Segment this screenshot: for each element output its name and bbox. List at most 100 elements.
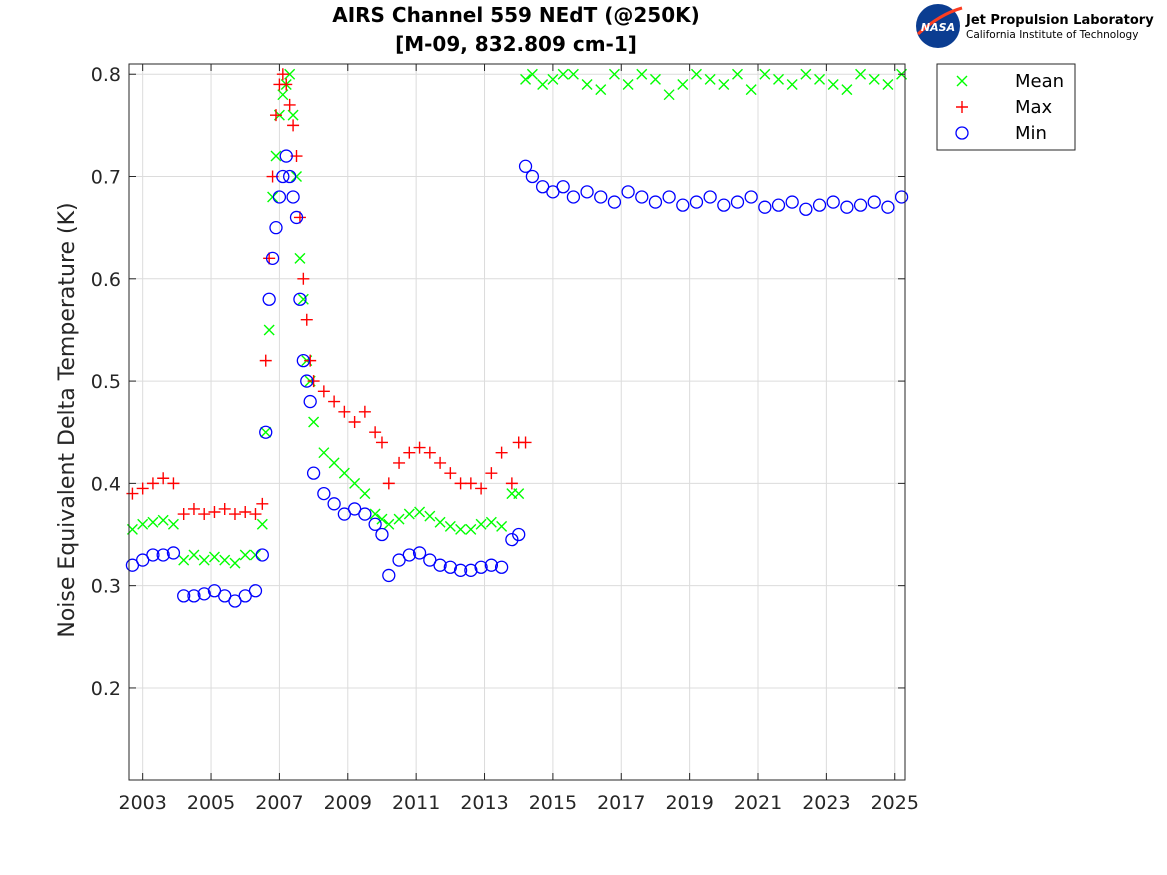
data-point-mean [786,78,798,90]
y-tick-label: 0.2 [91,678,121,700]
data-point-min [607,195,622,209]
data-point-min [744,190,758,204]
data-point-min [259,425,273,439]
data-point-mean [773,73,785,85]
data-point-mean [485,516,497,528]
data-point-min [484,558,499,572]
data-point-mean [277,89,289,101]
data-point-min [286,190,300,204]
data-point-min [136,553,150,567]
data-point-mean [239,549,251,561]
data-point-mean [622,78,634,90]
data-point-mean [383,518,395,530]
data-point-mean [256,518,268,530]
data-point-max [218,502,231,515]
data-point-mean [444,520,456,532]
data-point-min [300,374,314,388]
jpl-name: Jet Propulsion Laboratory [965,13,1154,28]
data-point-min [826,195,840,209]
data-point-min [518,159,533,173]
data-point-max [187,502,200,515]
data-point-min [594,190,608,204]
x-tick-label: 2003 [118,792,166,814]
data-point-max [249,508,262,521]
legend-item-min: Min [955,123,1047,144]
data-point-max [167,477,180,490]
data-point-min [512,527,526,542]
series-max [126,68,532,521]
data-point-min [238,589,252,603]
data-point-min [535,180,550,194]
data-point-min [556,180,570,194]
data-point-max [423,446,436,459]
data-point-min [207,584,222,598]
legend-label: Min [1015,123,1047,144]
data-point-max [519,436,532,449]
data-point-mean [294,252,306,264]
data-point-mean [338,467,350,479]
data-point-min [375,527,389,542]
data-point-max [280,78,293,91]
legend-label: Max [1015,97,1053,118]
data-point-mean [284,68,296,80]
data-point-mean [287,109,299,121]
data-point-min [125,558,140,572]
nasa-meatball-icon [916,4,960,48]
data-point-max [413,441,426,454]
data-point-min [566,190,581,204]
x-tick-label: 2023 [802,792,850,814]
data-point-mean [424,510,436,522]
legend-item-mean: Mean [956,71,1064,92]
data-point-mean [270,150,282,162]
data-point-min [156,548,170,562]
data-point-max [475,482,488,495]
data-point-min [166,546,181,560]
data-point-max [348,416,361,428]
y-tick-label: 0.6 [91,269,121,291]
data-point-mean [219,554,231,566]
data-point-min [785,195,799,209]
data-point-mean [649,73,661,85]
y-tick-label: 0.8 [91,64,121,86]
data-point-max [505,477,518,490]
data-point-min [402,548,416,562]
data-point-min [197,587,211,601]
data-point-min [730,195,745,209]
data-point-min [146,548,160,562]
data-point-max [304,354,317,367]
axes-background [129,64,905,780]
data-point-mean [369,508,381,520]
data-point-min [621,185,635,199]
data-point-min [840,200,854,214]
data-point-max [228,508,241,521]
data-point-mean [414,506,426,518]
data-point-min [272,190,287,204]
data-point-mean [260,426,272,438]
x-tick-label: 2013 [460,792,508,814]
data-point-max [136,482,149,495]
x-tick-label: 2011 [392,792,440,814]
jpl-logo: NASA Jet Propulsion Laboratory Californi… [916,4,1154,48]
data-point-min [853,198,868,212]
data-point-mean [814,73,826,85]
data-point-min [262,292,276,306]
legend-marker [955,126,969,140]
data-point-max [177,508,190,521]
data-point-mean [349,477,361,489]
data-point-min [648,195,663,209]
x-tick-label: 2015 [529,792,577,814]
data-point-mean [882,78,894,90]
data-point-min [228,594,242,608]
data-point-mean [745,84,757,96]
data-point-mean [297,293,309,305]
data-point-mean [188,549,200,561]
nasa-badge-text: NASA [921,21,955,34]
data-point-min [689,195,704,209]
data-point-max [464,477,477,490]
jpl-subtitle: California Institute of Technology [966,29,1138,41]
chart-title-line-1: AIRS Channel 559 NEdT (@250K) [332,3,700,27]
data-point-min [255,548,269,562]
data-point-max [495,446,508,459]
data-point-min [758,200,772,214]
data-point-mean [403,508,415,520]
